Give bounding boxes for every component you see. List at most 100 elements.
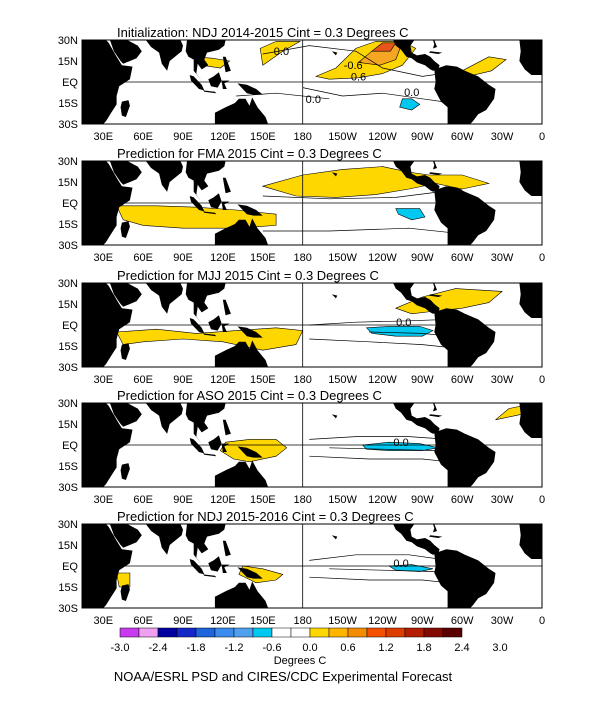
land-sulawesi xyxy=(221,323,230,332)
longitude-label: 30E xyxy=(93,374,113,386)
latitude-label: 15N xyxy=(58,177,78,189)
land-australia xyxy=(214,581,269,608)
latitude-label: 30S xyxy=(58,482,78,494)
contour-label: 0.6 xyxy=(351,71,366,83)
land-sulawesi xyxy=(221,201,230,210)
longitude-label: 90E xyxy=(173,252,193,264)
colorbar-tick-labels: -3.0 -2.4 -1.8 -1.2 -0.6 0.0 0.6 1.2 1.8 2.4 3.0 xyxy=(111,642,508,654)
latitude-label: 15S xyxy=(58,341,78,353)
colorbar-tick-label: 1.8 xyxy=(416,642,431,654)
colorbar-swatch xyxy=(252,627,273,638)
contour-label: 0.0 xyxy=(396,317,411,329)
colorbar-swatch xyxy=(442,627,463,638)
longitude-label: 90W xyxy=(411,374,434,386)
land-borneo xyxy=(208,193,222,209)
contour-label: 0.0 xyxy=(274,46,289,58)
warm-anomaly-region xyxy=(116,572,131,588)
longitude-label: 60E xyxy=(133,252,153,264)
colorbar-swatch xyxy=(176,627,197,638)
land-sumatra xyxy=(189,438,205,454)
cool-anomaly-region xyxy=(361,441,439,451)
colorbar-swatch xyxy=(214,627,235,638)
zero-contour-line xyxy=(309,319,449,326)
map-panel-aso-2015: Prediction for ASO 2015 Cint = 0.3 Degre… xyxy=(58,388,561,506)
contour-label: 0.0 xyxy=(404,87,419,99)
land-new-guinea xyxy=(237,204,263,216)
longitude-label: 120W xyxy=(368,252,397,264)
land-africa-east xyxy=(542,318,561,367)
colorbar-tick-label: 3.0 xyxy=(492,642,507,654)
map-frame xyxy=(81,523,543,609)
map-frame xyxy=(81,282,543,368)
longitude-label: 150E xyxy=(250,252,276,264)
land-madagascar xyxy=(120,221,130,238)
land-cuba xyxy=(429,172,443,175)
longitude-label: 0 xyxy=(539,131,545,143)
contour-label: 0.0 xyxy=(393,558,408,570)
longitude-label: 120W xyxy=(368,615,397,627)
panel-title: Prediction for MJJ 2015 Cint = 0.3 Degre… xyxy=(117,268,379,283)
colorbar-swatch xyxy=(423,627,444,638)
warm-anomaly-region xyxy=(116,205,277,229)
land-philippines xyxy=(222,419,231,436)
contour-label: -0.6 xyxy=(344,60,363,72)
map-area: 0.0 xyxy=(82,283,561,367)
colorbar-tick-label: 0.6 xyxy=(340,642,355,654)
land-sumatra xyxy=(189,318,205,334)
land-borneo xyxy=(208,72,222,88)
zero-contour-line xyxy=(309,436,449,440)
longitude-label: 120E xyxy=(210,615,236,627)
land-sumatra xyxy=(189,196,205,212)
longitude-label: 150E xyxy=(250,131,276,143)
colorbar-swatch xyxy=(309,627,330,638)
land-north-america xyxy=(385,283,440,314)
land-new-guinea xyxy=(237,446,263,458)
panel-title: Prediction for NDJ 2015-2016 Cint = 0.3 … xyxy=(117,509,414,524)
land-se-asia xyxy=(185,40,226,81)
map-frame xyxy=(81,39,543,125)
latitude-label: 15N xyxy=(58,299,78,311)
zero-contour-line xyxy=(309,576,449,584)
land-north-america xyxy=(385,161,440,192)
land-arabia xyxy=(109,283,142,307)
colorbar-tick-label: 2.4 xyxy=(454,642,469,654)
warm-anomaly-region xyxy=(259,41,302,66)
land-west-africa xyxy=(519,40,542,75)
latitude-label: EQ xyxy=(62,77,78,89)
land-madagascar xyxy=(120,463,130,480)
map-frame xyxy=(81,160,543,246)
longitude-label: 150W xyxy=(328,131,357,143)
land-borneo xyxy=(208,315,222,331)
land-madagascar xyxy=(120,343,130,360)
colorbar-swatch xyxy=(271,627,292,638)
panel-title: Prediction for ASO 2015 Cint = 0.3 Degre… xyxy=(117,388,382,403)
longitude-label: 60E xyxy=(133,374,153,386)
land-arabia xyxy=(109,40,142,64)
land-philippines xyxy=(222,177,231,194)
colorbar-swatch xyxy=(119,627,140,638)
latitude-label: 15S xyxy=(58,219,78,231)
latitude-label: 15S xyxy=(58,98,78,110)
longitude-label: 90E xyxy=(173,494,193,506)
longitude-label: 180 xyxy=(294,252,312,264)
longitude-label: 120E xyxy=(210,374,236,386)
colorbar-swatch xyxy=(347,627,368,638)
land-cuba xyxy=(429,535,443,538)
longitude-label: 90W xyxy=(411,494,434,506)
land-hawaii xyxy=(331,535,338,540)
land-south-america xyxy=(434,65,496,124)
land-north-america xyxy=(385,524,440,555)
panel-title: Prediction for FMA 2015 Cint = 0.3 Degre… xyxy=(117,146,382,161)
contour-label: 0.0 xyxy=(306,94,321,106)
longitude-label: 90W xyxy=(411,252,434,264)
longitude-label: 30W xyxy=(491,494,514,506)
cool-anomaly-region xyxy=(395,208,426,221)
longitude-label: 120E xyxy=(210,494,236,506)
longitude-label: 0 xyxy=(539,494,545,506)
land-sulawesi xyxy=(221,80,230,89)
colorbar-swatch xyxy=(404,627,425,638)
land-africa-east xyxy=(542,438,561,487)
longitude-label: 60E xyxy=(133,131,153,143)
land-west-africa xyxy=(519,524,542,559)
